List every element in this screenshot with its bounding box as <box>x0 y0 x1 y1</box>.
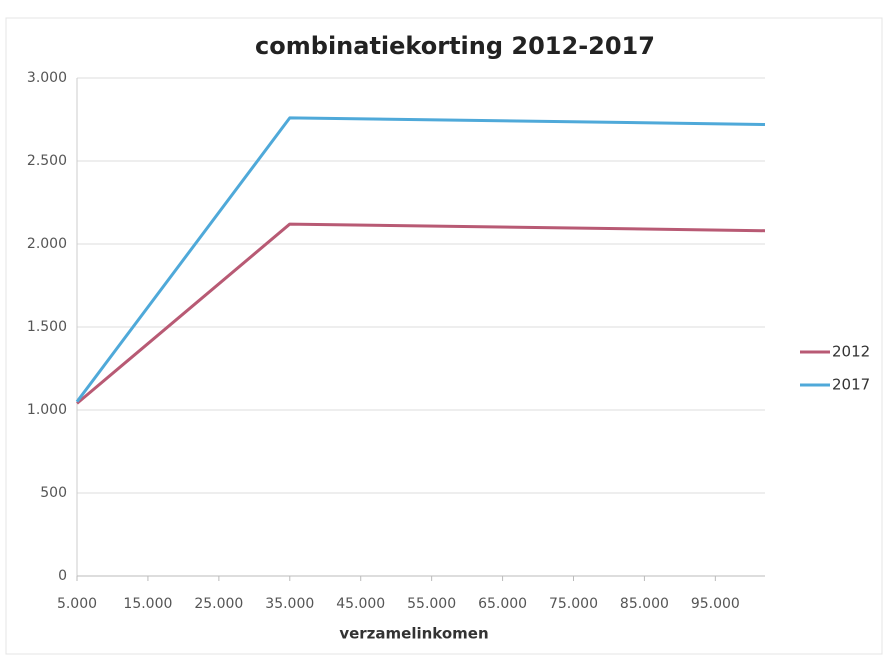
x-tick-label: 55.000 <box>407 596 456 612</box>
x-tick-label: 65.000 <box>478 596 527 612</box>
x-tick-label: 35.000 <box>265 596 314 612</box>
x-tick-label: 15.000 <box>123 596 172 612</box>
y-tick-label: 0 <box>58 568 67 584</box>
series-line <box>76 222 766 405</box>
x-tick-label: 75.000 <box>549 596 598 612</box>
y-tick-label: 1.000 <box>27 402 67 418</box>
legend-label: 2012 <box>832 343 870 361</box>
chart-title: combinatiekorting 2012-2017 <box>255 32 655 60</box>
y-tick-label: 1.500 <box>27 319 67 335</box>
x-tick-label: 5.000 <box>57 596 97 612</box>
y-tick-label: 500 <box>40 485 67 501</box>
x-axis-title: verzamelinkomen <box>339 625 488 643</box>
legend-label: 2017 <box>832 376 870 394</box>
x-tick-label: 25.000 <box>194 596 243 612</box>
y-tick-label: 3.000 <box>27 70 67 86</box>
chart-border <box>5 17 883 655</box>
y-tick-label: 2.000 <box>27 236 67 252</box>
series-line <box>75 116 766 403</box>
y-tick-label: 2.500 <box>27 153 67 169</box>
x-tick-label: 45.000 <box>336 596 385 612</box>
x-tick-label: 95.000 <box>691 596 740 612</box>
x-tick-label: 85.000 <box>620 596 669 612</box>
